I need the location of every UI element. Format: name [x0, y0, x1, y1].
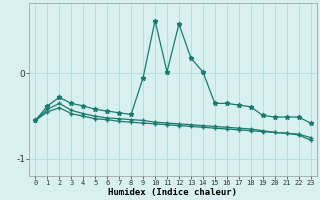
X-axis label: Humidex (Indice chaleur): Humidex (Indice chaleur) [108, 188, 237, 197]
